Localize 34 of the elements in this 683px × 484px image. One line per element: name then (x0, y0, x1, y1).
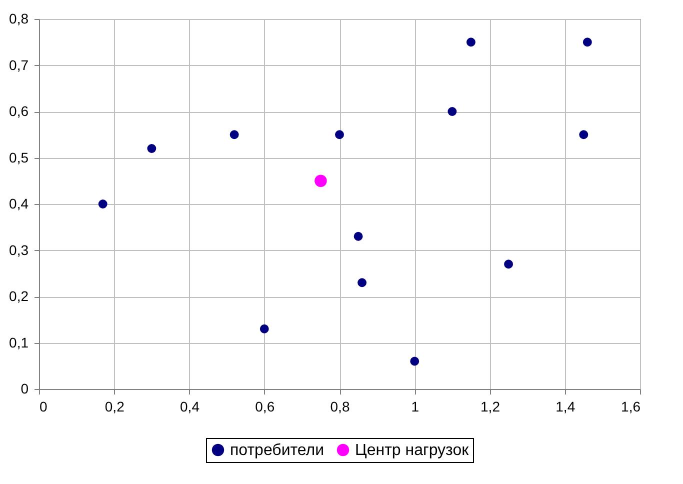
point (358, 278, 367, 288)
y-tick-label: 0,5 (9, 149, 29, 166)
y-tick-label: 0 (20, 380, 29, 396)
y-tick-label: 0,8 (9, 10, 29, 26)
y-tick-label: 0,7 (9, 56, 29, 73)
y-tick-label: 0,1 (9, 334, 29, 350)
point (147, 144, 156, 153)
y-tick-label: 0,2 (9, 288, 29, 304)
x-tick-label: 0 (40, 398, 48, 414)
point (354, 232, 363, 241)
point (582, 38, 592, 47)
x-tick-label: 1,2 (480, 398, 500, 414)
x-tick-label: 0,6 (255, 398, 275, 414)
y-tick-label: 0,6 (9, 103, 29, 119)
y-tick-label: 0,4 (9, 196, 29, 212)
point (504, 260, 514, 269)
y-tick-label: 0,3 (9, 242, 29, 258)
point (448, 107, 457, 116)
point (335, 130, 344, 140)
point (466, 38, 476, 47)
legend-label: потребители (230, 442, 324, 459)
x-tick-label: 1,4 (556, 398, 576, 414)
point (260, 324, 269, 334)
x-tick-label: 0,8 (330, 398, 350, 414)
point (230, 130, 239, 140)
x-tick-label: 1,6 (621, 398, 641, 414)
x-tick-label: 1 (411, 398, 420, 414)
x-tick-label: 0,4 (180, 398, 200, 414)
point (98, 200, 108, 208)
legend-label: Центр нагрузок (355, 442, 470, 459)
point (314, 174, 327, 187)
x-tick-label: 0,2 (104, 398, 125, 414)
point (410, 356, 420, 366)
point (579, 130, 588, 140)
